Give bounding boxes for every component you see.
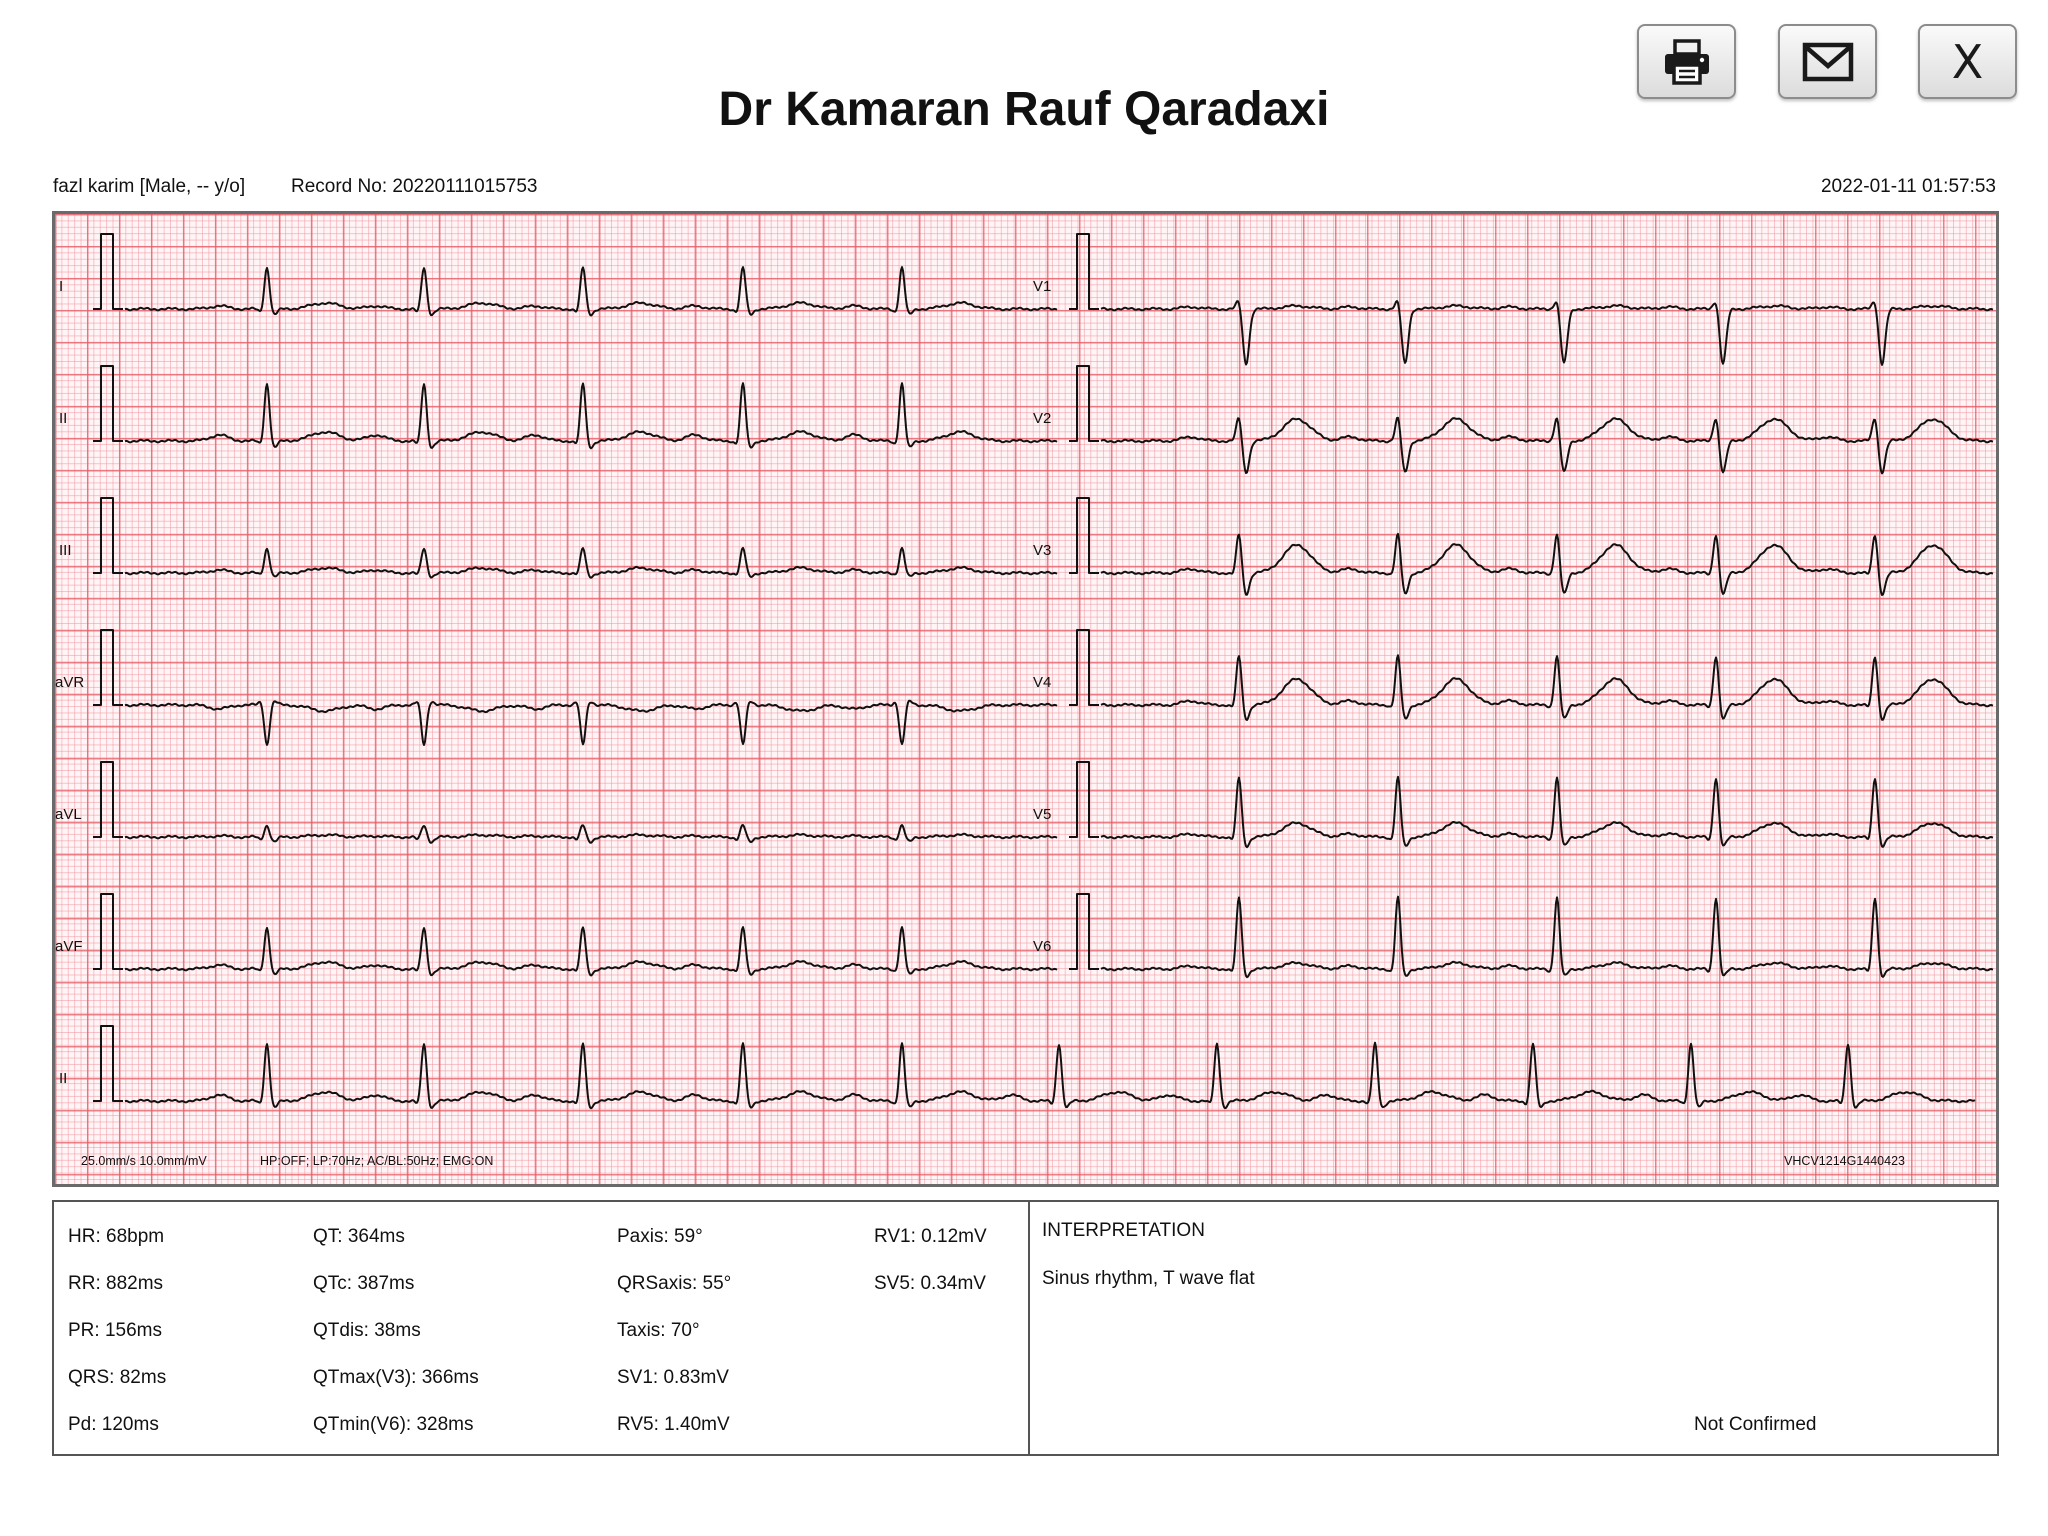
ecg-trace-III	[124, 546, 1058, 579]
lead-label-III: III	[59, 542, 72, 559]
ecg-trace-aVF	[124, 926, 1058, 977]
measure-qrsaxis: QRSaxis: 55°	[617, 1273, 732, 1294]
close-label: X	[1951, 34, 1984, 89]
cal-pulse-V5	[1069, 761, 1099, 838]
measure-qtmax: QTmax(V3): 366ms	[313, 1367, 479, 1388]
lead-label-I: I	[59, 278, 64, 295]
measure-taxis: Taxis: 70°	[617, 1320, 700, 1341]
measure-sv1: SV1: 0.83mV	[617, 1367, 729, 1388]
ecg-trace-V2	[1100, 416, 1994, 475]
cal-pulse-V3	[1069, 497, 1099, 574]
ecg-trace-rhythm-II	[124, 1041, 1976, 1110]
lead-label-V4: V4	[1033, 674, 1052, 691]
envelope-icon	[1802, 42, 1853, 81]
cal-pulse-II	[93, 365, 123, 442]
doctor-title: Dr Kamaran Rauf Qaradaxi	[718, 83, 1330, 136]
lead-label-rhythm-II: II	[59, 1070, 68, 1087]
cal-pulse-rhythm	[93, 1025, 123, 1102]
ecg-trace-aVR	[124, 699, 1058, 746]
cal-pulse-III	[93, 497, 123, 574]
ecg-chart: I II III aVR aVL aVF II V1 V2 V3 V4 V5 V…	[52, 211, 1999, 1187]
cal-pulse-V6	[1069, 893, 1099, 970]
measure-sv5: SV5: 0.34mV	[874, 1273, 986, 1294]
lead-label-V2: V2	[1033, 410, 1052, 427]
lead-label-V3: V3	[1033, 542, 1052, 559]
measure-pd: Pd: 120ms	[68, 1414, 159, 1435]
lead-label-II: II	[59, 410, 68, 427]
measure-rv1: RV1: 0.12mV	[874, 1226, 987, 1247]
ecg-speed-gain: 25.0mm/s 10.0mm/mV	[81, 1154, 207, 1168]
measure-qtmin: QTmin(V6): 328ms	[313, 1414, 474, 1435]
ecg-trace-V5	[1100, 775, 1994, 849]
lead-label-aVL: aVL	[55, 806, 82, 823]
ecg-trace-II	[124, 382, 1058, 450]
record-datetime: 2022-01-11 01:57:53	[1820, 176, 1996, 197]
confirmation-status: Not Confirmed	[1694, 1414, 1817, 1435]
cal-pulse-V4	[1069, 629, 1099, 706]
cal-pulse-I	[93, 233, 123, 310]
cal-pulse-aVF	[93, 893, 123, 970]
ecg-trace-V1	[1100, 300, 1994, 366]
panel-divider	[1028, 1202, 1030, 1454]
record-number: Record No: 20220111015753	[291, 176, 538, 197]
email-button[interactable]	[1778, 24, 1877, 99]
measure-paxis: Paxis: 59°	[617, 1226, 703, 1247]
ecg-filters: HP:OFF; LP:70Hz; AC/BL:50Hz; EMG:ON	[260, 1154, 494, 1168]
interpretation-text: Sinus rhythm, T wave flat	[1042, 1268, 1255, 1289]
lead-label-aVR: aVR	[55, 674, 85, 691]
measure-hr: HR: 68bpm	[68, 1226, 165, 1247]
patient-info: fazl karim [Male, -- y/o]	[53, 176, 246, 197]
cal-pulse-V1	[1069, 233, 1099, 310]
measure-qt: QT: 364ms	[313, 1226, 405, 1247]
ecg-traces	[93, 233, 1994, 1110]
measure-rv5: RV5: 1.40mV	[617, 1414, 730, 1435]
measure-qtc: QTc: 387ms	[313, 1273, 415, 1294]
ecg-trace-V6	[1100, 895, 1994, 979]
interpretation-title: INTERPRETATION	[1042, 1220, 1205, 1241]
measure-pr: PR: 156ms	[68, 1320, 162, 1341]
measure-qtdis: QTdis: 38ms	[313, 1320, 421, 1341]
lead-label-V6: V6	[1033, 938, 1052, 955]
cal-pulse-V2	[1069, 365, 1099, 442]
device-id: VHCV1214G1440423	[1784, 1154, 1905, 1168]
ecg-trace-V4	[1100, 654, 1994, 721]
lead-label-aVF: aVF	[55, 938, 83, 955]
lead-label-V1: V1	[1033, 278, 1052, 295]
measurements-panel: HR: 68bpm RR: 882ms PR: 156ms QRS: 82ms …	[52, 1200, 1999, 1456]
cal-pulse-aVR	[93, 629, 123, 706]
cal-pulse-aVL	[93, 761, 123, 838]
close-button[interactable]: X	[1918, 24, 2017, 99]
ecg-trace-I	[124, 266, 1058, 317]
ecg-trace-V3	[1100, 532, 1994, 596]
printer-icon	[1664, 38, 1709, 85]
lead-label-V5: V5	[1033, 806, 1052, 823]
measure-qrs: QRS: 82ms	[68, 1367, 167, 1388]
ecg-trace-aVL	[124, 824, 1058, 844]
measure-rr: RR: 882ms	[68, 1273, 164, 1294]
print-button[interactable]	[1637, 24, 1736, 99]
